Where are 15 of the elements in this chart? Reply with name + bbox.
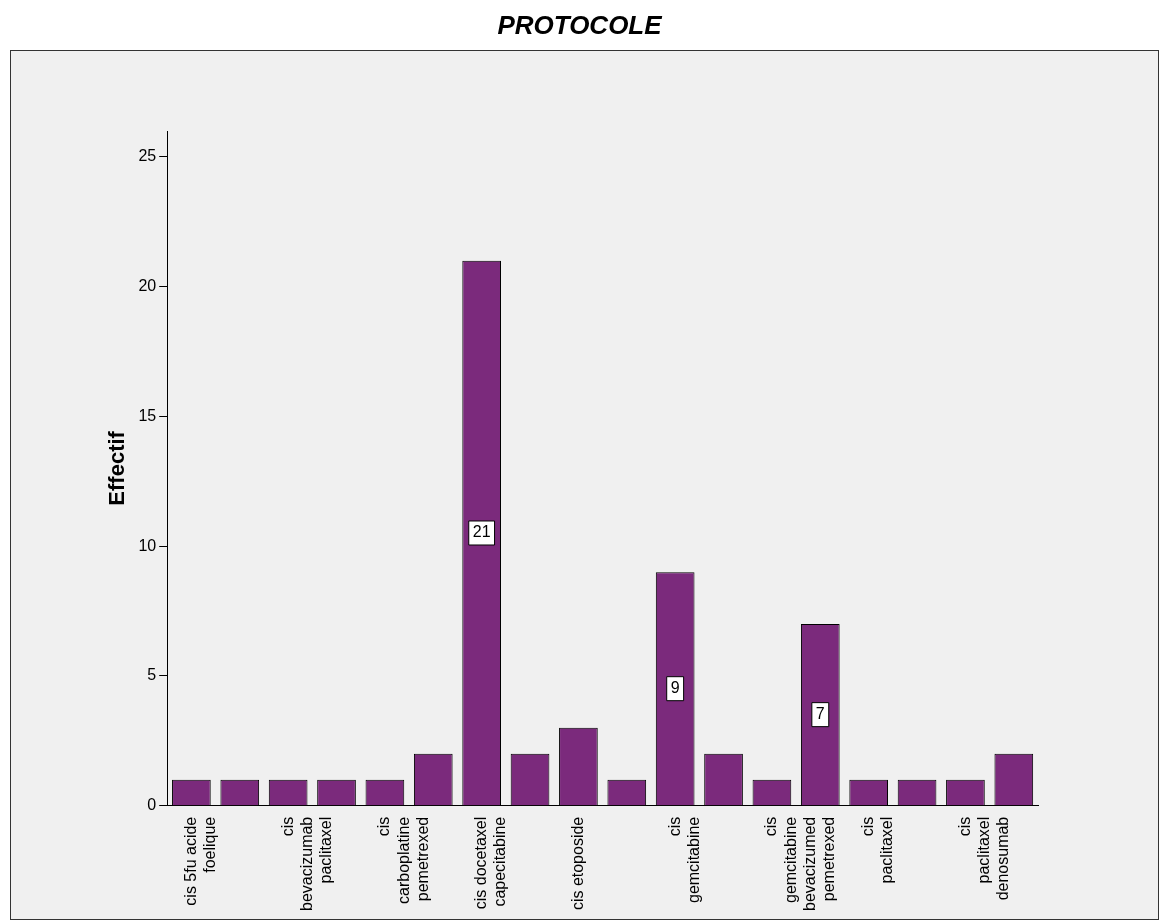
x-tick-label: cis gemcitabine	[665, 816, 702, 904]
y-tick-label: 10	[138, 536, 157, 554]
data-label: 21	[472, 523, 491, 541]
y-tick-label: 5	[147, 666, 157, 684]
data-label: 7	[815, 705, 825, 723]
y-tick-label: 20	[138, 277, 157, 295]
x-tick-label: cis 5fu acide foelique	[181, 816, 218, 906]
y-tick-label: 25	[138, 147, 157, 165]
data-label: 9	[670, 679, 680, 697]
x-tick-label: cis etoposide	[568, 816, 586, 911]
chart-title: PROTOCOLE	[496, 10, 663, 41]
y-tick-label: 15	[138, 406, 157, 424]
y-axis-title: Effectif	[104, 430, 130, 506]
x-tick-label: cis bevacizumab paclitaxel	[278, 816, 334, 912]
y-tick-label: 0	[147, 796, 157, 814]
